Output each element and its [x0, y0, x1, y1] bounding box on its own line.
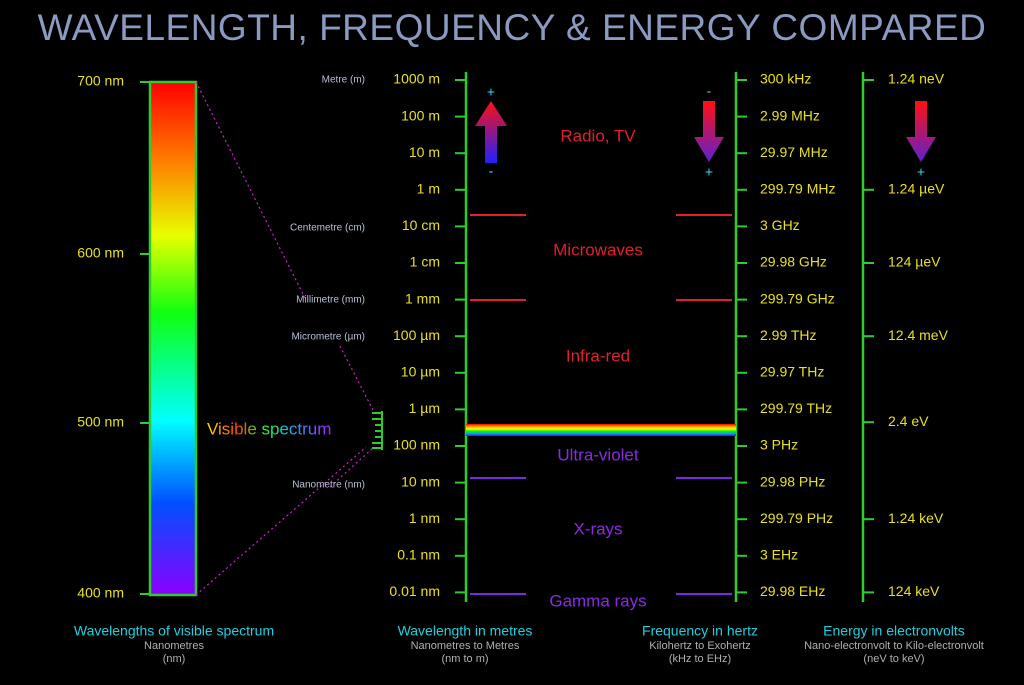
caption-title: Wavelength in metres: [398, 623, 533, 639]
zoom-ticks: [372, 411, 383, 450]
band-label: Ultra-violet: [557, 445, 639, 464]
unit-label: Nanometre (nm): [292, 480, 365, 491]
frequency-tick-label: 299.79 GHz: [760, 290, 835, 306]
band-label: X-rays: [573, 519, 622, 538]
wavelength-tick-label: 1 cm: [410, 254, 440, 270]
band-separators: [470, 214, 732, 595]
wavelength-tick-label: 0.01 nm: [389, 583, 440, 599]
frequency-tick-label: 2.99 THz: [760, 327, 817, 343]
frequency-tick-label: 29.97 MHz: [760, 144, 828, 160]
frequency-tick-label: 299.79 PHz: [760, 510, 833, 526]
wavelength-tick-label: 1 mm: [405, 290, 440, 306]
frequency-tick-label: 29.97 THz: [760, 364, 824, 380]
energy-tick-label: 1.24 neV: [888, 71, 945, 87]
caption-title: Energy in electronvolts: [823, 623, 965, 639]
unit-label: Metre (m): [322, 75, 365, 86]
wavelength-tick-label: 10 cm: [402, 217, 440, 233]
caption-line: Nanometres to Metres: [411, 640, 520, 652]
visible-tick-label: 500 nm: [77, 414, 124, 430]
wavelength-tick-label: 1 nm: [409, 510, 440, 526]
visible-tick-label: 600 nm: [77, 245, 124, 261]
wavelength-tick-label: 100 m: [401, 107, 440, 123]
frequency-tick-label: 3 PHz: [760, 437, 798, 453]
wavelength-tick-label: 100 µm: [393, 327, 440, 343]
arrow-sign: -: [489, 163, 494, 179]
energy-arrow: [906, 101, 936, 162]
unit-label: Millimetre (mm): [296, 295, 365, 306]
frequency-tick-label: 300 kHz: [760, 71, 811, 87]
wavelength-tick-label: 1 µm: [409, 400, 440, 416]
energy-tick-label: 124 µeV: [888, 254, 941, 270]
caption-line: (kHz to EHz): [669, 653, 731, 665]
zoom-lines: [195, 81, 375, 596]
energy-tick-label: 1.24 µeV: [888, 181, 945, 197]
frequency-tick-label: 299.79 THz: [760, 400, 832, 416]
visible-tick-label: 400 nm: [77, 585, 124, 601]
title: WAVELENGTH, FREQUENCY & ENERGY COMPARED: [38, 7, 987, 48]
frequency-tick-label: 29.98 EHz: [760, 583, 825, 599]
caption-line: (nm to m): [441, 653, 488, 665]
band-label: Infra-red: [566, 346, 630, 365]
unit-label: Centemetre (cm): [290, 223, 365, 234]
frequency-tick-label: 3 EHz: [760, 547, 798, 563]
wavelength-tick-label: 100 nm: [393, 437, 440, 453]
band-label: Microwaves: [553, 240, 643, 259]
band-label: Gamma rays: [549, 591, 646, 610]
visible-tick-label: 700 nm: [77, 73, 124, 89]
caption-line: Nanometres: [144, 640, 204, 652]
band-label: Radio, TV: [560, 126, 636, 145]
frequency-arrow: [694, 101, 724, 162]
caption-title: Wavelengths of visible spectrum: [74, 623, 274, 639]
wavelength-tick-label: 1 m: [417, 181, 440, 197]
wavelength-tick-label: 10 m: [409, 144, 440, 160]
energy-tick-label: 2.4 eV: [888, 413, 929, 429]
frequency-tick-label: 29.98 GHz: [760, 254, 827, 270]
caption-title: Frequency in hertz: [642, 623, 758, 639]
arrow-sign: +: [705, 164, 713, 180]
frequency-tick-label: 2.99 MHz: [760, 107, 820, 123]
caption-line: (neV to keV): [863, 653, 924, 665]
caption-line: (nm): [163, 653, 186, 665]
visible-bar: [148, 80, 198, 597]
wavelength-tick-label: 10 nm: [401, 473, 440, 489]
arrow-sign: -: [707, 83, 712, 99]
arrow-sign: +: [917, 164, 925, 180]
unit-label: Micrometre (µm): [291, 332, 365, 343]
wavelength-arrow: [475, 101, 507, 163]
caption-line: Nano-electronvolt to Kilo-electronvolt: [804, 640, 984, 652]
energy-tick-label: 12.4 meV: [888, 327, 949, 343]
caption-line: Kilohertz to Exohertz: [649, 640, 751, 652]
frequency-tick-label: 29.98 PHz: [760, 473, 825, 489]
arrow-sign: +: [487, 84, 495, 100]
visible-label: Visible spectrum: [207, 419, 331, 438]
wavelength-tick-label: 10 µm: [401, 364, 440, 380]
energy-tick-label: 124 keV: [888, 583, 940, 599]
frequency-tick-label: 299.79 MHz: [760, 181, 835, 197]
wavelength-tick-label: 0.1 nm: [397, 547, 440, 563]
energy-tick-label: 1.24 keV: [888, 510, 944, 526]
frequency-tick-label: 3 GHz: [760, 217, 800, 233]
wavelength-tick-label: 1000 m: [393, 71, 440, 87]
visible-band: [466, 424, 736, 436]
